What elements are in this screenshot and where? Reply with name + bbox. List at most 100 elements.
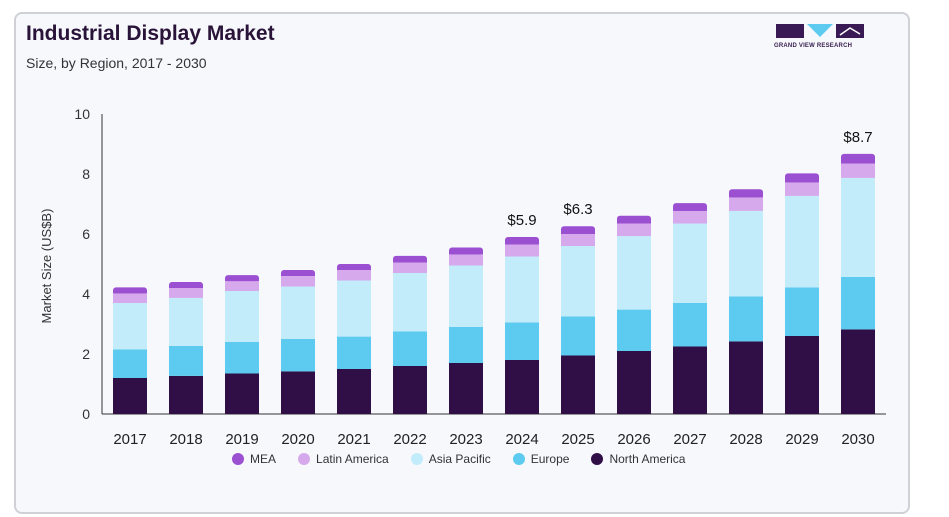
data-label-total: $6.3	[563, 201, 592, 218]
bar-segment-mea-base	[113, 290, 147, 294]
x-tick-label: 2020	[281, 431, 314, 448]
legend-item: Latin America	[298, 452, 389, 466]
bar-segment-mea-base	[785, 177, 819, 183]
legend-swatch	[298, 453, 311, 465]
y-tick-label: 8	[82, 166, 90, 182]
grand-view-research-logo	[776, 24, 864, 38]
bar-segment-asia-pacific	[505, 256, 539, 323]
bar-segment-north-america	[729, 341, 763, 414]
x-tick-label: 2022	[393, 431, 426, 448]
y-tick-label: 10	[74, 106, 90, 122]
bar-segment-mea-base	[225, 278, 259, 282]
x-tick-label: 2027	[673, 431, 706, 448]
bar-segment-north-america	[393, 366, 427, 414]
bar-segment-north-america	[561, 355, 595, 414]
bar-segment-mea-base	[393, 259, 427, 263]
bar-segment-europe	[729, 296, 763, 342]
bar-segment-latin-america	[841, 163, 875, 178]
data-label-total: $5.9	[507, 212, 536, 229]
bar-segment-mea-base	[561, 230, 595, 234]
bar-segment-latin-america	[729, 197, 763, 211]
x-tick-label: 2017	[113, 431, 146, 448]
bar-segment-europe	[617, 309, 651, 351]
legend-label: Asia Pacific	[428, 452, 491, 466]
bar-segment-mea-base	[337, 267, 371, 270]
x-tick-label: 2029	[785, 431, 818, 448]
y-axis-label: Market Size (US$B)	[39, 209, 54, 324]
y-tick-label: 4	[82, 286, 90, 302]
y-tick-label: 0	[82, 406, 90, 422]
bar-segment-north-america	[169, 375, 203, 414]
bar-segment-asia-pacific	[729, 210, 763, 297]
bar-segment-north-america	[505, 360, 539, 414]
bar-segment-north-america	[785, 336, 819, 414]
bar-segment-europe	[225, 342, 259, 374]
chart-subtitle: Size, by Region, 2017 - 2030	[26, 55, 207, 71]
legend-label: Latin America	[316, 452, 389, 466]
bar-segment-asia-pacific	[169, 297, 203, 346]
bar-segment-latin-america	[337, 270, 371, 281]
bar-segment-europe	[449, 327, 483, 363]
x-tick-label: 2023	[449, 431, 482, 448]
bar-segment-europe	[673, 303, 707, 347]
legend-swatch	[512, 453, 525, 465]
chart-title: Industrial Display Market	[26, 22, 275, 45]
legend-swatch	[591, 453, 604, 465]
x-tick-label: 2026	[617, 431, 650, 448]
bar-segment-mea-base	[729, 193, 763, 198]
bar-segment-north-america	[113, 378, 147, 414]
legend-label: Europe	[530, 452, 570, 466]
y-tick-label: 2	[82, 346, 90, 362]
legend-swatch	[232, 453, 244, 465]
bar-segment-north-america	[337, 369, 371, 414]
bar-segment-asia-pacific	[561, 246, 595, 317]
bar-segment-mea-base	[673, 207, 707, 211]
y-tick-label: 6	[82, 226, 90, 242]
bar-segment-asia-pacific	[113, 303, 147, 350]
bar-segment-mea-base	[617, 219, 651, 224]
bar-segment-asia-pacific	[449, 265, 483, 327]
bar-segment-north-america	[281, 371, 315, 414]
bar-segment-latin-america	[673, 210, 707, 224]
legend-item: MEA	[232, 452, 276, 466]
bar-segment-latin-america	[393, 262, 427, 273]
bar-segment-asia-pacific	[225, 291, 259, 342]
bar-segment-latin-america	[169, 288, 203, 298]
bar-segment-asia-pacific	[617, 236, 651, 310]
bar-segment-mea-base	[281, 273, 315, 276]
bar-segment-mea-base	[505, 240, 539, 245]
bar-segment-europe	[169, 345, 203, 376]
legend-item: Europe	[512, 452, 570, 466]
bar-segment-mea-base	[841, 158, 875, 164]
legend-swatch	[410, 453, 423, 465]
bar-segment-europe	[505, 322, 539, 360]
bar-segment-asia-pacific	[673, 223, 707, 303]
x-tick-label: 2030	[841, 431, 874, 448]
bar-segment-latin-america	[617, 223, 651, 237]
bar-segment-latin-america	[281, 276, 315, 287]
chart-legend: MEA Latin America Asia Pacific Europe North …	[232, 452, 685, 466]
legend-item: Asia Pacific	[410, 452, 491, 466]
x-tick-label: 2021	[337, 431, 370, 448]
bar-segment-north-america	[841, 329, 875, 414]
bar-segment-latin-america	[785, 182, 819, 196]
bar-segment-europe	[785, 287, 819, 336]
data-label-total: $8.7	[843, 129, 872, 146]
bar-segment-north-america	[673, 346, 707, 414]
x-tick-label: 2024	[505, 431, 538, 448]
bar-segment-north-america	[617, 351, 651, 414]
x-tick-label: 2025	[561, 431, 594, 448]
bar-segment-mea-base	[169, 285, 203, 288]
bar-segment-asia-pacific	[785, 195, 819, 288]
legend-label: North America	[609, 452, 686, 466]
bar-segment-north-america	[225, 373, 259, 414]
logo-text: GRAND VIEW RESEARCH	[774, 43, 853, 49]
bar-segment-latin-america	[225, 281, 259, 291]
bar-segment-europe	[337, 336, 371, 369]
legend-label: MEA	[250, 452, 277, 466]
bar-segment-asia-pacific	[337, 280, 371, 337]
bar-segment-latin-america	[113, 293, 147, 303]
x-tick-label: 2028	[729, 431, 762, 448]
bar-segment-mea-base	[449, 250, 483, 255]
